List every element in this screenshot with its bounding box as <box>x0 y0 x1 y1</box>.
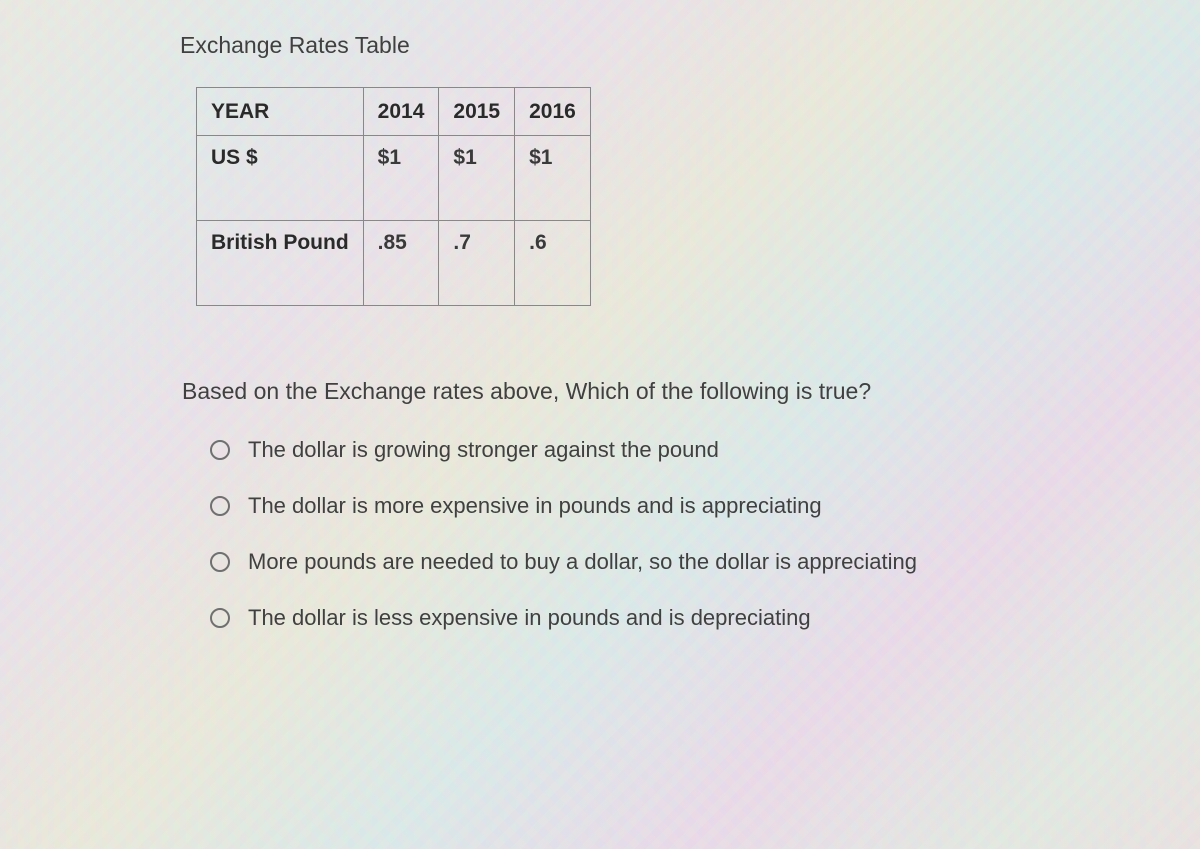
radio-button[interactable] <box>210 608 230 628</box>
option-row[interactable]: The dollar is growing stronger against t… <box>210 437 1020 463</box>
year-col-2016: 2016 <box>515 88 591 136</box>
usd-2014: $1 <box>363 136 439 221</box>
exchange-rates-table: YEAR 2014 2015 2016 US $ $1 $1 $1 Britis… <box>196 87 591 306</box>
option-label: The dollar is growing stronger against t… <box>248 437 719 463</box>
table-header-row: YEAR 2014 2015 2016 <box>197 88 591 136</box>
radio-button[interactable] <box>210 552 230 572</box>
radio-button[interactable] <box>210 440 230 460</box>
gbp-2016: .6 <box>515 221 591 306</box>
option-row[interactable]: The dollar is less expensive in pounds a… <box>210 605 1020 631</box>
year-header-label: YEAR <box>197 88 364 136</box>
option-label: The dollar is less expensive in pounds a… <box>248 605 811 631</box>
options-group: The dollar is growing stronger against t… <box>210 437 1020 631</box>
table-row: British Pound .85 .7 .6 <box>197 221 591 306</box>
usd-2015: $1 <box>439 136 515 221</box>
row-label-usd: US $ <box>197 136 364 221</box>
row-label-gbp: British Pound <box>197 221 364 306</box>
table-row: US $ $1 $1 $1 <box>197 136 591 221</box>
gbp-2015: .7 <box>439 221 515 306</box>
question-prompt: Based on the Exchange rates above, Which… <box>182 378 1020 405</box>
year-col-2015: 2015 <box>439 88 515 136</box>
year-col-2014: 2014 <box>363 88 439 136</box>
radio-button[interactable] <box>210 496 230 516</box>
option-row[interactable]: The dollar is more expensive in pounds a… <box>210 493 1020 519</box>
gbp-2014: .85 <box>363 221 439 306</box>
table-title: Exchange Rates Table <box>180 32 1020 59</box>
option-row[interactable]: More pounds are needed to buy a dollar, … <box>210 549 1020 575</box>
option-label: The dollar is more expensive in pounds a… <box>248 493 822 519</box>
option-label: More pounds are needed to buy a dollar, … <box>248 549 917 575</box>
usd-2016: $1 <box>515 136 591 221</box>
